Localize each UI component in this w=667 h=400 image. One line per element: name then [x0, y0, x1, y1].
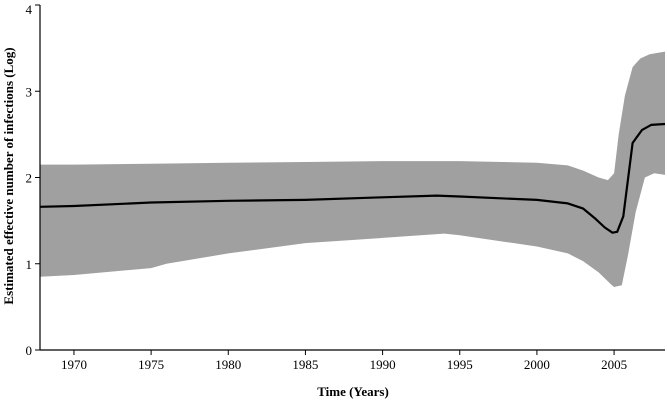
x-tick-label: 2005	[601, 357, 627, 372]
y-tick-label: 0	[26, 343, 33, 358]
median-line	[39, 122, 666, 234]
x-tick-label: 1985	[292, 357, 318, 372]
axes: 1970 1975 1980 1985 1990 1995 2000 2005 0 1 2 3 4	[26, 2, 665, 372]
x-axis-title: Time (Years)	[317, 384, 389, 399]
plot-area	[39, 51, 666, 287]
y-axis-title: Estimated effective number of infections…	[1, 47, 16, 304]
y-tick-label: 2	[26, 171, 33, 186]
x-tick-label: 1970	[61, 357, 87, 372]
y-tick-label: 3	[26, 84, 33, 99]
x-tick-label: 1995	[447, 357, 473, 372]
x-tick-label: 1990	[370, 357, 396, 372]
x-tick-label: 1975	[138, 357, 164, 372]
confidence-band	[40, 51, 665, 287]
y-tick-label: 4	[26, 2, 33, 17]
y-tick-label: 1	[26, 257, 33, 272]
x-tick-label: 1980	[215, 357, 241, 372]
x-tick-label: 2000	[524, 357, 550, 372]
